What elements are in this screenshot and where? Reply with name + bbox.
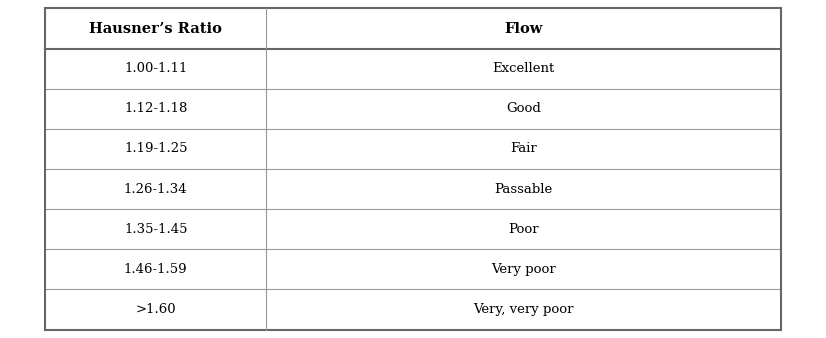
Text: Fair: Fair bbox=[510, 142, 537, 155]
Text: 1.26-1.34: 1.26-1.34 bbox=[124, 183, 188, 196]
Text: Passable: Passable bbox=[494, 183, 553, 196]
Text: 1.35-1.45: 1.35-1.45 bbox=[124, 223, 188, 236]
Text: Hausner’s Ratio: Hausner’s Ratio bbox=[89, 22, 222, 35]
Text: 1.19-1.25: 1.19-1.25 bbox=[124, 142, 188, 155]
Text: >1.60: >1.60 bbox=[135, 303, 176, 316]
Text: 1.46-1.59: 1.46-1.59 bbox=[124, 263, 188, 276]
Text: Excellent: Excellent bbox=[492, 62, 554, 75]
Text: 1.12-1.18: 1.12-1.18 bbox=[124, 102, 188, 115]
Text: Good: Good bbox=[506, 102, 541, 115]
Text: Flow: Flow bbox=[504, 22, 543, 35]
Text: Very, very poor: Very, very poor bbox=[473, 303, 573, 316]
Text: Very poor: Very poor bbox=[491, 263, 556, 276]
Text: 1.00-1.11: 1.00-1.11 bbox=[124, 62, 188, 75]
Text: Poor: Poor bbox=[508, 223, 539, 236]
